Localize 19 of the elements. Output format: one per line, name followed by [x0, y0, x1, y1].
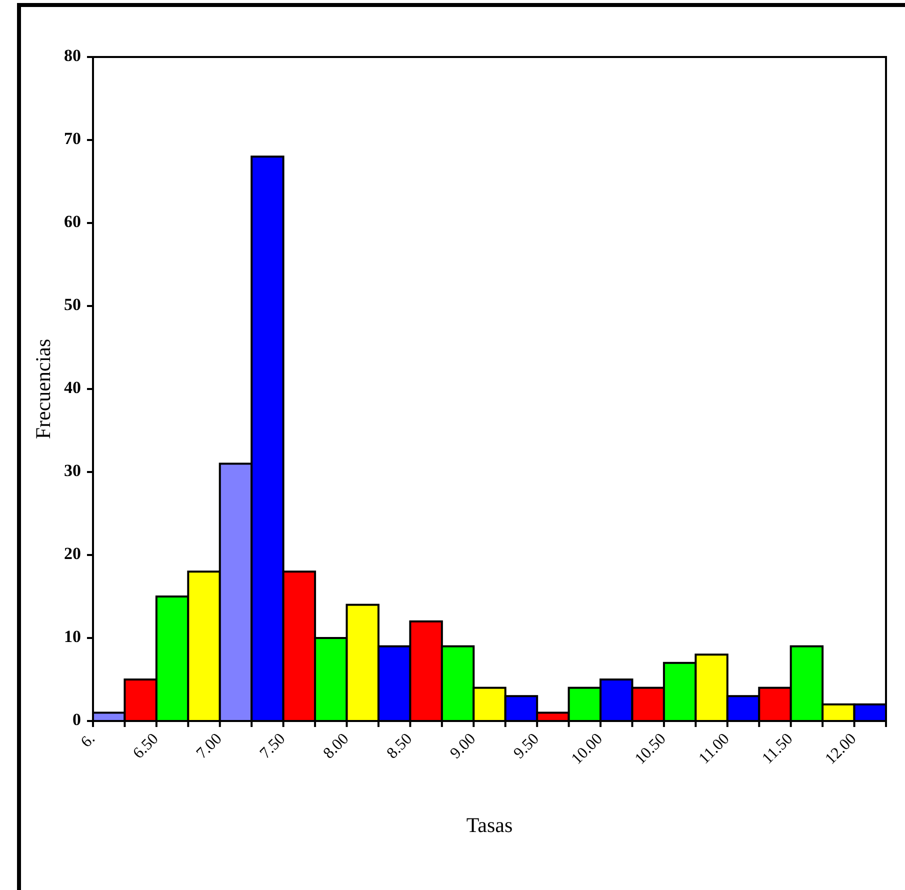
x-tick-label: 9.50	[510, 730, 543, 762]
y-tick-label: 0	[72, 710, 81, 729]
x-axis-title: Tasas	[466, 813, 513, 837]
x-tick-label: 8.00	[320, 730, 352, 762]
x-tick-label: 6.50	[130, 730, 162, 762]
y-tick-label: 50	[64, 294, 81, 314]
y-tick-label: 20	[64, 544, 81, 563]
y-tick-label: 10	[64, 626, 81, 646]
x-tick-label: 7.00	[193, 730, 226, 762]
y-tick-label: 30	[64, 460, 81, 480]
x-tick-label: 9.00	[447, 730, 480, 762]
y-tick-label: 80	[64, 46, 81, 65]
x-tick-label: 7.50	[256, 730, 289, 762]
y-axis-title: Frecuencias	[31, 338, 55, 440]
x-tick-label: 8.50	[384, 730, 416, 762]
y-tick-label: 70	[64, 128, 81, 148]
x-tick-label: 6.	[78, 730, 98, 751]
y-tick-label: 40	[64, 378, 81, 397]
y-tick-label: 60	[64, 212, 81, 231]
